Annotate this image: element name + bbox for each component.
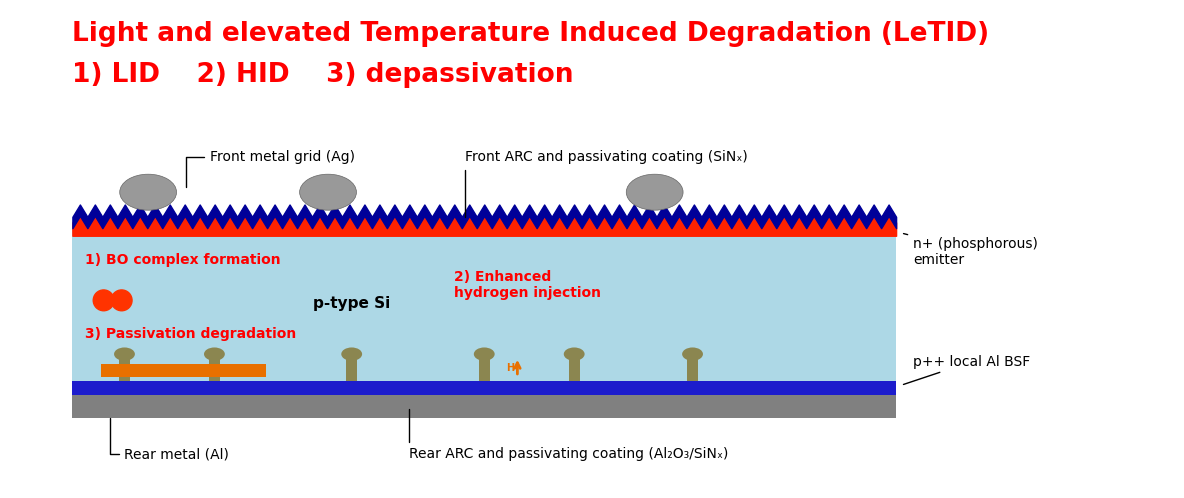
Text: H: H [506, 363, 514, 373]
Ellipse shape [120, 174, 176, 210]
Text: 3) Passivation degradation: 3) Passivation degradation [85, 327, 296, 341]
Text: Rear metal (Al): Rear metal (Al) [110, 418, 230, 462]
Ellipse shape [474, 348, 495, 361]
Ellipse shape [564, 348, 585, 361]
Bar [478, 354, 490, 380]
Circle shape [111, 290, 133, 311]
Ellipse shape [114, 348, 135, 361]
Ellipse shape [682, 348, 703, 361]
Text: Light and elevated Temperature Induced Degradation (LeTID): Light and elevated Temperature Induced D… [72, 21, 990, 47]
Text: n+ (phosphorous)
emitter: n+ (phosphorous) emitter [903, 234, 1038, 267]
Text: p++ local Al BSF: p++ local Al BSF [903, 355, 1030, 384]
Bar [568, 354, 580, 380]
Ellipse shape [204, 348, 225, 361]
Bar [72, 380, 896, 395]
Text: Front ARC and passivating coating (SiNₓ): Front ARC and passivating coating (SiNₓ) [465, 150, 748, 217]
Ellipse shape [626, 174, 683, 210]
Bar [101, 364, 266, 377]
Text: Rear ARC and passivating coating (Al₂O₃/SiNₓ): Rear ARC and passivating coating (Al₂O₃/… [408, 409, 728, 462]
Text: 2) Enhanced
hydrogen injection: 2) Enhanced hydrogen injection [453, 270, 601, 300]
Ellipse shape [341, 348, 362, 361]
Ellipse shape [300, 174, 356, 210]
Bar [346, 354, 358, 380]
Bar [72, 395, 896, 418]
Bar [208, 354, 220, 380]
Text: p-type Si: p-type Si [313, 296, 391, 311]
Circle shape [94, 290, 114, 311]
Bar [72, 226, 896, 380]
Text: Front metal grid (Ag): Front metal grid (Ag) [186, 150, 355, 187]
Bar [687, 354, 699, 380]
Text: 1) BO complex formation: 1) BO complex formation [85, 253, 281, 267]
Bar [118, 354, 130, 380]
Text: 1) LID    2) HID    3) depassivation: 1) LID 2) HID 3) depassivation [72, 62, 574, 89]
